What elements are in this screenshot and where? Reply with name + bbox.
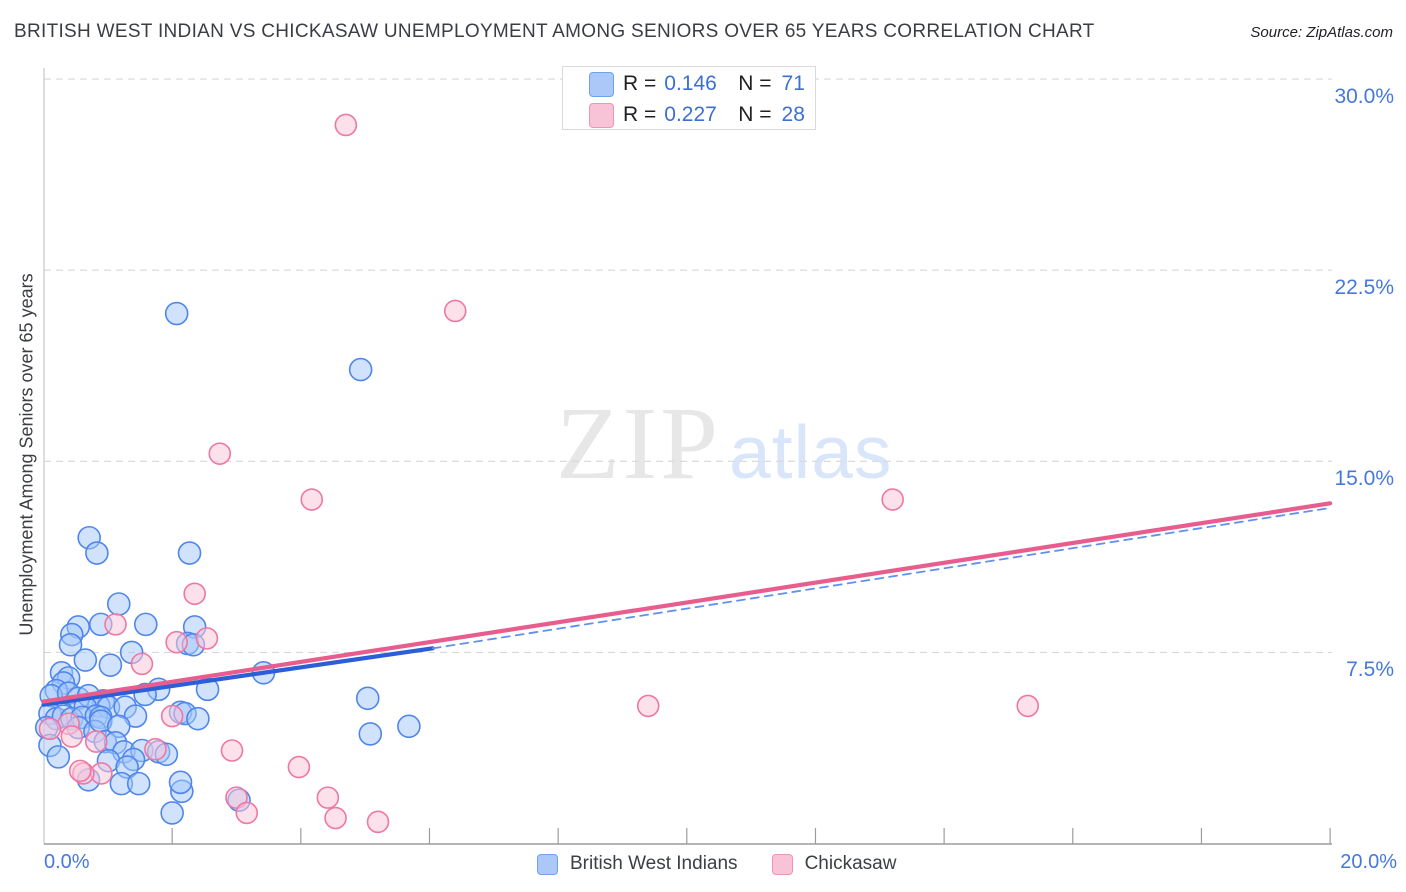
scatter-point-chickasaw[interactable] xyxy=(104,613,127,636)
blue-series-swatch xyxy=(589,71,614,97)
correlation-legend-box: R = 0.146 N = 71 R = 0.227 N = 28 xyxy=(562,66,816,130)
gridlines-group xyxy=(44,78,1332,653)
scatter-point-chickasaw[interactable] xyxy=(366,810,390,834)
r-label: R = xyxy=(623,72,657,95)
scatter-point-chickasaw[interactable] xyxy=(160,704,184,728)
source-name: ZipAtlas.com xyxy=(1306,24,1393,41)
n-value: 71 xyxy=(781,72,805,95)
trend-lines-group xyxy=(41,501,1333,707)
trend-line-chickasaw xyxy=(41,501,1333,704)
scatter-point-chickasaw[interactable] xyxy=(68,759,92,783)
scatter-point-chickasaw[interactable] xyxy=(881,488,904,511)
scatter-point-british-west-indian[interactable] xyxy=(348,357,373,382)
y-tick-label: 22.5% xyxy=(1334,276,1394,300)
y-tick-label: 30.0% xyxy=(1334,85,1394,109)
scatter-point-british-west-indian[interactable] xyxy=(126,771,151,796)
n-value: 28 xyxy=(781,103,805,126)
legend-label: Chickasaw xyxy=(804,853,897,874)
scatter-point-british-west-indian[interactable] xyxy=(168,770,193,795)
scatter-point-british-west-indian[interactable] xyxy=(46,745,71,769)
x-axis-min-label: 0.0% xyxy=(44,851,90,873)
scatter-point-chickasaw[interactable] xyxy=(300,488,324,511)
pink-points-group xyxy=(38,113,1040,834)
scatter-point-chickasaw[interactable] xyxy=(287,755,311,779)
legend-label: British West Indians xyxy=(570,853,738,874)
scatter-point-british-west-indian[interactable] xyxy=(133,612,158,637)
scatter-point-british-west-indian[interactable] xyxy=(358,722,383,746)
british-west-indians-swatch xyxy=(537,853,558,875)
n-label: N = xyxy=(738,72,772,95)
scatter-point-chickasaw[interactable] xyxy=(60,725,84,748)
series-legend: British West Indians Chickasaw xyxy=(537,853,896,875)
scatter-point-british-west-indian[interactable] xyxy=(186,706,210,731)
scatter-point-chickasaw[interactable] xyxy=(183,582,206,606)
legend-row-chickasaw: R = 0.227 N = 28 xyxy=(563,101,815,129)
r-value: 0.227 xyxy=(664,103,717,126)
scatter-point-british-west-indian[interactable] xyxy=(160,801,184,825)
source-attribution: Source: ZipAtlas.com xyxy=(1250,24,1393,41)
y-tick-label: 15.0% xyxy=(1334,467,1394,491)
x-axis-max-label: 20.0% xyxy=(1340,851,1397,873)
scatter-point-chickasaw[interactable] xyxy=(84,730,108,753)
scatter-point-british-west-indian[interactable] xyxy=(355,686,380,711)
scatter-point-chickasaw[interactable] xyxy=(443,299,467,323)
y-axis-title: Unemployment Among Seniors over 65 years xyxy=(16,273,37,636)
r-value: 0.146 xyxy=(664,72,717,95)
legend-item-chickasaw[interactable]: Chickasaw xyxy=(771,853,897,875)
legend-row-british-west-indians: R = 0.146 N = 71 xyxy=(563,70,815,98)
scatter-point-chickasaw[interactable] xyxy=(334,113,358,137)
scatter-point-british-west-indian[interactable] xyxy=(73,648,98,672)
trend-line-british-west-indians xyxy=(41,646,435,707)
scatter-point-chickasaw[interactable] xyxy=(636,694,660,718)
chart-title: BRITISH WEST INDIAN VS CHICKASAW UNEMPLO… xyxy=(14,21,1095,42)
scatter-point-chickasaw[interactable] xyxy=(144,737,167,761)
scatter-point-chickasaw[interactable] xyxy=(1016,694,1040,718)
scatter-point-british-west-indian[interactable] xyxy=(106,592,131,616)
scatter-point-british-west-indian[interactable] xyxy=(164,301,189,326)
scatter-point-chickasaw[interactable] xyxy=(324,806,347,830)
scatter-point-chickasaw[interactable] xyxy=(195,627,219,650)
scatter-point-chickasaw[interactable] xyxy=(316,786,340,809)
scatter-point-chickasaw[interactable] xyxy=(38,717,62,741)
scatter-point-british-west-indian[interactable] xyxy=(98,653,123,677)
scatter-point-chickasaw[interactable] xyxy=(208,442,232,465)
scatter-point-british-west-indian[interactable] xyxy=(397,714,421,739)
pink-series-swatch xyxy=(589,102,614,128)
legend-item-british-west-indians[interactable]: British West Indians xyxy=(537,853,738,875)
trend-line-british-west-indians-extension xyxy=(431,507,1331,650)
scatter-point-chickasaw[interactable] xyxy=(220,739,244,762)
scatter-point-british-west-indian[interactable] xyxy=(58,632,83,657)
scatter-point-chickasaw[interactable] xyxy=(130,652,154,676)
scatter-point-chickasaw[interactable] xyxy=(235,801,259,825)
r-label: R = xyxy=(623,103,657,126)
scatter-point-british-west-indian[interactable] xyxy=(85,541,109,565)
n-label: N = xyxy=(738,103,772,126)
chickasaw-swatch xyxy=(771,853,793,875)
source-prefix: Source: xyxy=(1250,24,1303,41)
axes-group xyxy=(43,68,1332,845)
y-tick-label: 7.5% xyxy=(1346,658,1394,682)
scatter-point-british-west-indian[interactable] xyxy=(177,541,202,565)
scatter-point-chickasaw[interactable] xyxy=(165,630,188,654)
